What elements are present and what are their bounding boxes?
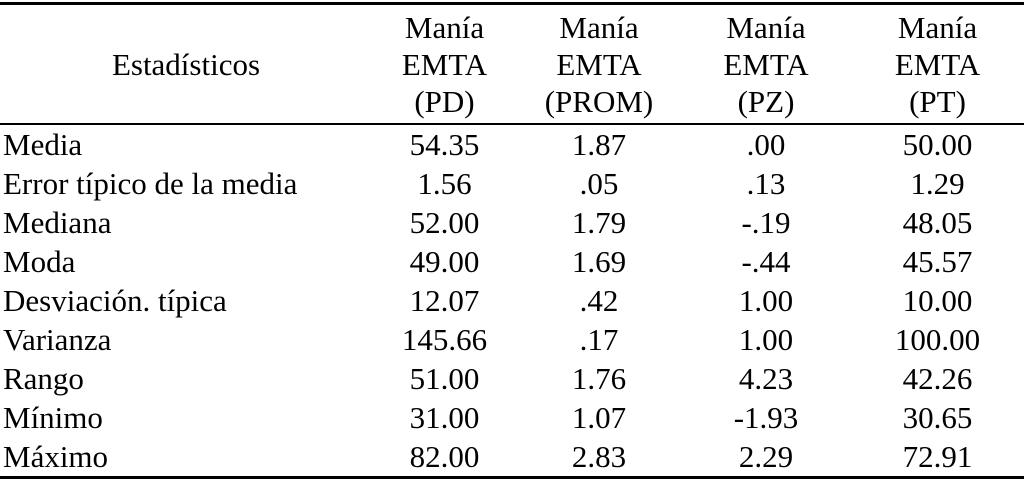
- cell-prom: .17: [579, 322, 619, 357]
- row-label: Rango: [3, 361, 84, 396]
- header-line-2: EMTA: [556, 47, 642, 82]
- header-line-1: Manía: [404, 10, 485, 45]
- table-row-error-tipico: Error típico de la media 1.56 .05 .13 1.…: [0, 164, 1024, 203]
- cell-pz: 1.00: [738, 283, 794, 318]
- cell-pz: 2.29: [738, 439, 794, 474]
- cell-pd: 49.00: [409, 244, 480, 279]
- cell-pt: 10.00: [902, 283, 973, 318]
- header-line-2: EMTA: [723, 47, 809, 82]
- table-row-maximo: Máximo 82.00 2.83 2.29 72.91: [0, 437, 1024, 478]
- cell-prom: 2.83: [571, 439, 627, 474]
- header-row: Estadísticos Manía EMTA (PD) Manía EMTA …: [0, 4, 1024, 125]
- cell-pt: 30.65: [902, 400, 973, 435]
- cell-pz: -.19: [741, 205, 791, 240]
- row-label: Media: [3, 127, 83, 162]
- cell-pt: 1.29: [910, 166, 965, 201]
- header-line-2: EMTA: [894, 47, 981, 82]
- cell-pt: 48.05: [902, 205, 973, 240]
- cell-prom: .42: [579, 283, 619, 318]
- cell-pz: 4.23: [738, 361, 794, 396]
- row-label: Moda: [3, 244, 76, 279]
- column-header-mania-emta-pz: Manía EMTA (PZ): [681, 4, 851, 125]
- header-line-2: EMTA: [401, 47, 488, 82]
- header-line-1: Manía: [726, 10, 806, 45]
- cell-prom: 1.79: [571, 205, 627, 240]
- cell-pd: 82.00: [409, 439, 480, 474]
- row-label: Máximo: [3, 439, 109, 474]
- table-row-moda: Moda 49.00 1.69 -.44 45.57: [0, 242, 1024, 281]
- cell-pd: 52.00: [409, 205, 480, 240]
- column-header-estadisticos: Estadísticos: [111, 46, 261, 82]
- cell-pt: 100.00: [894, 322, 981, 357]
- cell-pt: 42.26: [902, 361, 973, 396]
- column-header-mania-emta-prom: Manía EMTA (PROM): [517, 4, 681, 125]
- cell-pd: 31.00: [409, 400, 480, 435]
- cell-prom: 1.87: [571, 127, 627, 162]
- cell-pz: .13: [746, 166, 786, 201]
- table-row-varianza: Varianza 145.66 .17 1.00 100.00: [0, 320, 1024, 359]
- cell-prom: 1.07: [571, 400, 627, 435]
- cell-pt: 50.00: [902, 127, 973, 162]
- table-row-media: Media 54.35 1.87 .00 50.00: [0, 124, 1024, 164]
- row-label: Mediana: [3, 205, 112, 240]
- cell-pz: -1.93: [733, 400, 799, 435]
- row-label: Error típico de la media: [3, 166, 298, 201]
- cell-pd: 51.00: [409, 361, 480, 396]
- column-header-mania-emta-pd: Manía EMTA (PD): [372, 4, 517, 125]
- cell-pz: -.44: [741, 244, 791, 279]
- table-row-rango: Rango 51.00 1.76 4.23 42.26: [0, 359, 1024, 398]
- cell-pt: 45.57: [902, 244, 973, 279]
- cell-pz: 1.00: [738, 322, 794, 357]
- cell-pt: 72.91: [902, 439, 973, 474]
- header-line-3: (PT): [909, 84, 966, 119]
- row-label: Varianza: [3, 322, 112, 357]
- column-header-mania-emta-pt: Manía EMTA (PT): [851, 4, 1024, 125]
- table-row-desviacion-tipica: Desviación. típica 12.07 .42 1.00 10.00: [0, 281, 1024, 320]
- header-line-3: (PROM): [544, 84, 654, 119]
- cell-prom: .05: [579, 166, 619, 201]
- cell-prom: 1.69: [571, 244, 627, 279]
- cell-pd: 1.56: [417, 166, 472, 201]
- cell-pd: 54.35: [409, 127, 480, 162]
- table-row-mediana: Mediana 52.00 1.79 -.19 48.05: [0, 203, 1024, 242]
- row-label: Desviación. típica: [3, 283, 227, 318]
- header-line-1: Manía: [897, 10, 978, 45]
- cell-pz: .00: [746, 127, 786, 162]
- cell-pd: 12.07: [409, 283, 480, 318]
- cell-pd: 145.66: [401, 322, 488, 357]
- table-row-minimo: Mínimo 31.00 1.07 -1.93 30.65: [0, 398, 1024, 437]
- header-line-3: (PD): [414, 84, 475, 119]
- cell-prom: 1.76: [571, 361, 627, 396]
- header-line-1: Manía: [559, 10, 639, 45]
- row-label: Mínimo: [3, 400, 103, 435]
- header-line-3: (PZ): [737, 84, 795, 119]
